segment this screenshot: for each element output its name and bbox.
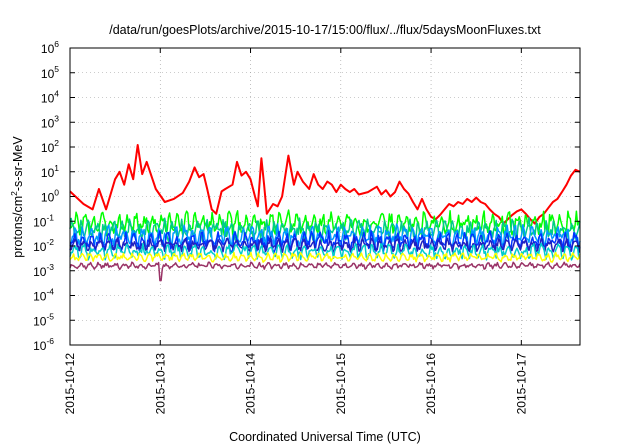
- y-tick-base: 10: [33, 290, 47, 304]
- y-tick-exponent: -6: [46, 336, 54, 346]
- grid: [70, 48, 580, 345]
- y-tick-exponent: -1: [46, 212, 54, 222]
- y-tick-exponent: -3: [46, 262, 54, 272]
- y-tick-label: 10-2: [33, 237, 54, 254]
- y-tick-base: 10: [41, 92, 55, 106]
- y-tick-label: 10-6: [33, 336, 54, 353]
- y-tick-base: 10: [41, 116, 55, 130]
- y-tick-exponent: 5: [54, 64, 59, 74]
- y-tick-label: 106: [41, 39, 59, 56]
- x-tick-label: 2015-10-15: [334, 353, 348, 415]
- y-tick-label: 101: [41, 163, 59, 180]
- y-tick-exponent: 1: [54, 163, 59, 173]
- y-tick-exponent: -2: [46, 237, 54, 247]
- y-tick-exponent: -4: [46, 287, 54, 297]
- x-tick-label: 2015-10-14: [244, 353, 258, 415]
- y-tick-base: 10: [33, 314, 47, 328]
- y-tick-exponent: 0: [54, 188, 59, 198]
- y-tick-label: 100: [41, 188, 59, 205]
- y-tick-base: 10: [33, 265, 47, 279]
- y-tick-base: 10: [33, 240, 47, 254]
- y-tick-exponent: 4: [54, 89, 59, 99]
- x-tick-label: 2015-10-13: [153, 353, 167, 415]
- y-tick-label: 104: [41, 89, 59, 106]
- y-tick-base: 10: [33, 339, 47, 353]
- y-tick-base: 10: [41, 191, 55, 205]
- y-tick-base: 10: [41, 67, 55, 81]
- x-axis-label: Coordinated Universal Time (UTC): [229, 430, 421, 444]
- y-axis-label: protons/cm2-s-sr-MeV: [9, 136, 25, 258]
- y-tick-base: 10: [41, 141, 55, 155]
- y-tick-label: 102: [41, 138, 59, 155]
- series-line-8: [69, 251, 581, 263]
- x-tick-label: 2015-10-17: [514, 353, 528, 415]
- series-line-9: [69, 261, 581, 282]
- chart-title: /data/run/goesPlots/archive/2015-10-17/1…: [109, 23, 541, 37]
- y-tick-base: 10: [41, 166, 55, 180]
- y-tick-label: 103: [41, 113, 59, 130]
- y-tick-label: 10-5: [33, 311, 54, 328]
- y-tick-label: 10-3: [33, 262, 54, 279]
- series-line-1: [69, 144, 581, 225]
- x-ticks: 2015-10-12 2015-10-13 2015-10-14 2015-10-15…: [63, 48, 528, 414]
- y-tick-exponent: -5: [46, 311, 54, 321]
- series-group: [69, 144, 581, 282]
- y-tick-base: 10: [33, 215, 47, 229]
- y-tick-exponent: 3: [54, 113, 59, 123]
- x-tick-label: 2015-10-12: [63, 353, 77, 415]
- y-tick-exponent: 6: [54, 39, 59, 49]
- x-tick-label: 2015-10-16: [424, 353, 438, 415]
- y-axis-label-base: protons/cm: [11, 196, 25, 258]
- y-tick-base: 10: [41, 42, 55, 56]
- y-tick-label: 10-1: [33, 212, 54, 229]
- y-tick-label: 10-4: [33, 287, 54, 304]
- y-tick-exponent: 2: [54, 138, 59, 148]
- y-ticks: 10-610-510-410-310-210-11001011021031041…: [33, 39, 580, 353]
- y-axis-label-sup: 2: [9, 191, 19, 196]
- y-tick-label: 105: [41, 64, 59, 81]
- series-line-3: [69, 216, 581, 243]
- y-axis-label-rest: -s-sr-MeV: [11, 136, 25, 192]
- series-line-2: [69, 209, 581, 238]
